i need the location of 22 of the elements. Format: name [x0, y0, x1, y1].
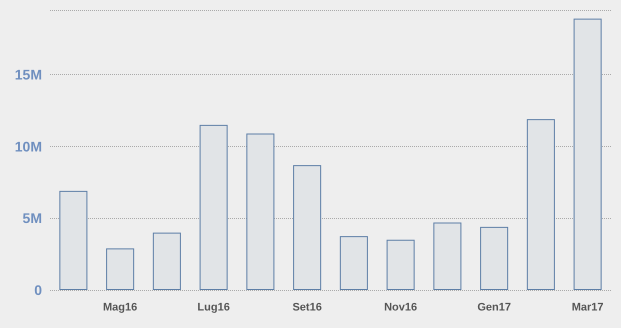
y-tick-label: 0: [34, 282, 42, 298]
x-tick-label: Set16: [292, 302, 322, 314]
bar: [152, 232, 181, 290]
bar: [106, 248, 134, 290]
bar: [246, 133, 274, 290]
bar: [433, 222, 462, 290]
x-tick-label: Nov16: [384, 302, 418, 314]
bar: [386, 240, 415, 290]
bar: [526, 119, 555, 290]
bar: [340, 236, 368, 290]
bar: [574, 18, 602, 290]
x-tick-label: Lug16: [197, 302, 230, 314]
y-tick-label: 10M: [14, 138, 42, 154]
x-tick-label: Mag16: [103, 302, 138, 314]
bar: [59, 190, 88, 290]
bar: [200, 124, 228, 290]
bar: [480, 226, 508, 290]
bar: [293, 165, 322, 290]
y-tick-label: 5M: [22, 210, 42, 226]
y-tick-label: 15M: [14, 66, 42, 83]
x-tick-label: Mar17: [572, 302, 604, 314]
x-tick-label: Gen17: [477, 302, 511, 314]
